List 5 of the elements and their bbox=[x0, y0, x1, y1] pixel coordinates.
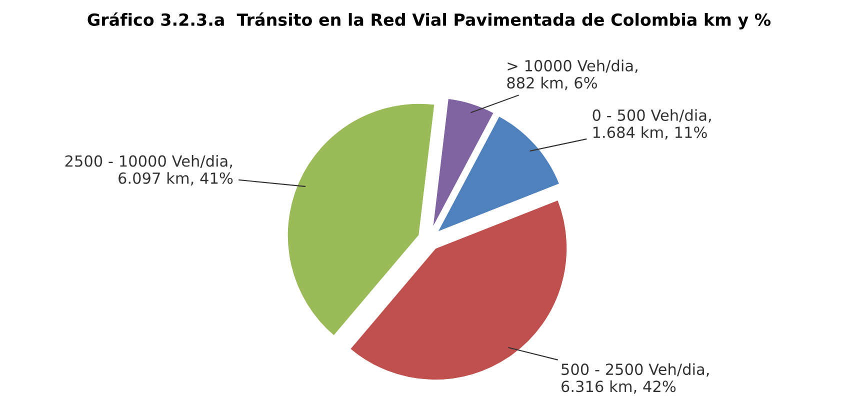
slice-label: 2500 - 10000 Veh/dia, 6.097 km, 41% bbox=[65, 154, 233, 186]
chart-title: Gráfico 3.2.3.a Tránsito en la Red Vial Pavimentada de Colombia km y % bbox=[88, 12, 771, 30]
slice-label: 500 - 2500 Veh/dia, 6.316 km, 42% bbox=[562, 363, 709, 394]
slice-label: 0 - 500 Veh/dia, 1.684 km, 11% bbox=[592, 109, 711, 140]
slice-label: > 10000 Veh/dia, 882 km, 6% bbox=[507, 60, 638, 90]
